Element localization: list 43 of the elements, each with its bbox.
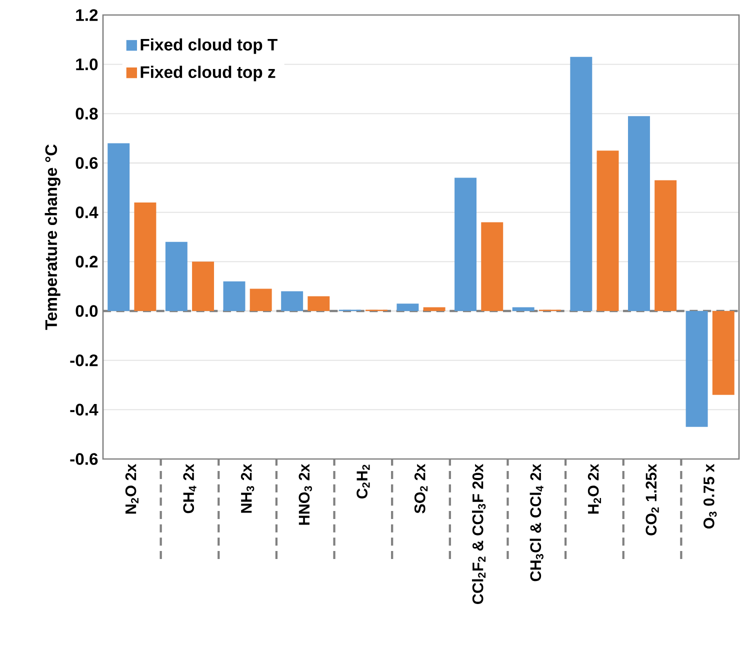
y-tick-label: 1.0 <box>76 58 98 70</box>
y-tick-label: 1.2 <box>76 9 98 21</box>
bar <box>596 150 619 311</box>
y-tick-label: -0.2 <box>70 354 98 366</box>
bar <box>281 291 304 311</box>
y-tick-label: -0.4 <box>70 404 98 416</box>
bar <box>108 143 130 311</box>
y-tick-label: 0.0 <box>76 305 98 317</box>
bar <box>192 262 214 311</box>
x-tick-label: O$_{3}$ 0.75 x <box>703 464 717 529</box>
bar <box>396 304 419 311</box>
y-tick-label: 0.6 <box>76 157 98 169</box>
x-tick-label: NH$_{3}$ 2x <box>240 464 254 513</box>
bar <box>454 178 477 311</box>
bar <box>712 311 734 395</box>
x-tick-label: CCl$_{2}$F$_{2}$ & CCl$_{3}$F 20x <box>472 464 486 604</box>
y-tick-label: -0.6 <box>70 453 98 465</box>
bar <box>570 56 592 311</box>
y-tick-label: 0.4 <box>76 206 98 218</box>
bar <box>628 116 650 311</box>
bar <box>250 288 272 311</box>
bar <box>134 202 156 311</box>
bar <box>686 311 708 427</box>
bar <box>423 307 446 311</box>
x-tick-label: SO$_{2}$ 2x <box>414 464 428 514</box>
x-tick-label: CH$_{4}$ 2x <box>183 464 196 514</box>
bar <box>223 281 246 311</box>
bar <box>165 242 188 311</box>
x-tick-label: N$_{2}$O 2x <box>125 464 138 514</box>
bar <box>512 307 534 311</box>
x-tick-label: H$_{2}$O 2x <box>588 464 602 514</box>
y-tick-label: 0.2 <box>76 256 98 268</box>
x-tick-label: C$_{2}$H$_{2}$ <box>356 464 370 499</box>
x-tick-label: CO$_{2}$ 1.25x <box>646 464 659 536</box>
bar <box>308 296 330 311</box>
y-axis-title: Temperature change °C <box>44 144 60 330</box>
bar <box>481 222 504 311</box>
x-tick-label: CH$_{3}$Cl & CCl$_{4}$ 2x <box>530 464 544 582</box>
bar <box>654 180 677 311</box>
x-tick-label: HNO$_{3}$ 2x <box>298 464 312 525</box>
y-tick-label: 0.8 <box>76 108 98 120</box>
legend-label: Fixed cloud top z <box>140 66 276 82</box>
legend-label: Fixed cloud top T <box>140 38 278 54</box>
